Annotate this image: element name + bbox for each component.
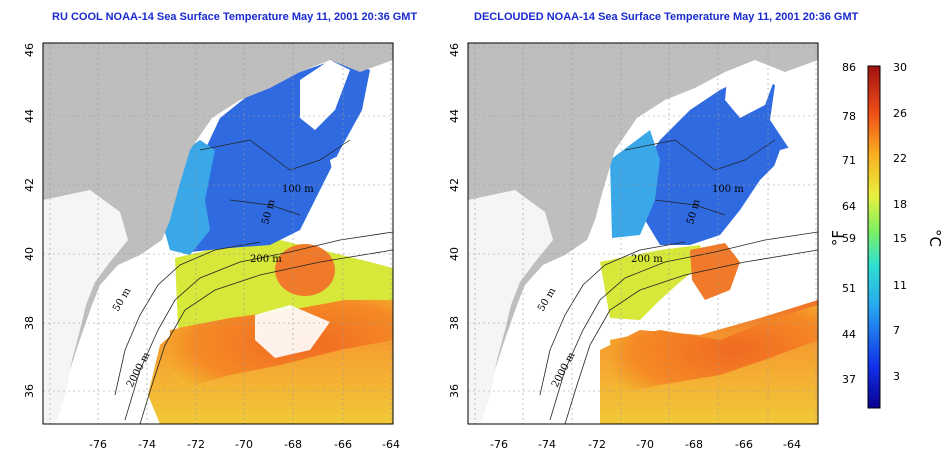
right-map: 50 m 200 m 2000 m 100 m 50 m -76 -74 -72…	[448, 42, 819, 451]
y-tick-label: 46	[448, 43, 461, 57]
right-contour-label: 200 m	[631, 254, 663, 265]
right-contour-label: 100 m	[712, 184, 744, 195]
right-cloud-patch	[725, 58, 778, 118]
colorbar: 86 78 71 64 59 51 44 37 30 26 22 18 15 1…	[829, 61, 944, 409]
y-tick-label: 38	[23, 316, 36, 330]
celsius-tick-label: 3	[893, 370, 900, 383]
right-cloud-patch	[760, 140, 818, 260]
left-map-frame	[42, 42, 394, 425]
fahrenheit-tick-label: 78	[842, 110, 856, 123]
celsius-tick-label: 11	[893, 279, 907, 292]
right-slope-water	[600, 245, 705, 320]
celsius-tick-label: 26	[893, 107, 907, 120]
right-warm-patch	[690, 243, 740, 300]
left-cloud-patch	[330, 140, 393, 250]
y-tick-label: 40	[448, 247, 461, 261]
fahrenheit-tick-label: 44	[842, 328, 856, 341]
right-contour-50m	[539, 241, 686, 396]
fahrenheit-tick-label: 71	[842, 154, 856, 167]
celsius-tick-label: 7	[893, 324, 900, 337]
left-cloud-patch	[300, 60, 350, 130]
left-contour-label: 200 m	[250, 254, 282, 265]
x-tick-label: -70	[235, 438, 253, 451]
celsius-tick-label: 22	[893, 152, 907, 165]
left-contour-200m	[124, 231, 393, 421]
y-tick-label: 42	[23, 178, 36, 192]
right-x-axis: -76 -74 -72 -70 -68 -66 -64	[490, 438, 801, 451]
colorbar-fahrenheit-ticks: 86 78 71 64 59 51 44 37	[842, 61, 856, 386]
celsius-tick-label: 30	[893, 61, 907, 74]
left-contour-2000m	[139, 249, 393, 424]
y-tick-label: 36	[448, 384, 461, 398]
left-cloud-patch	[255, 305, 330, 358]
y-tick-label: 40	[23, 247, 36, 261]
right-map-frame	[467, 42, 819, 425]
y-tick-label: 42	[448, 178, 461, 192]
x-tick-label: -64	[382, 438, 400, 451]
fahrenheit-tick-label: 37	[842, 373, 856, 386]
left-land-coast-white	[43, 190, 128, 424]
right-land-coast-white	[468, 190, 553, 424]
x-tick-label: -68	[284, 438, 302, 451]
x-tick-label: -70	[636, 438, 654, 451]
right-map-title: DECLOUDED NOAA-14 Sea Surface Temperatur…	[474, 11, 859, 23]
celsius-tick-label: 15	[893, 232, 907, 245]
fahrenheit-tick-label: 59	[842, 232, 856, 245]
celsius-unit-label: °C	[926, 229, 944, 247]
left-grid	[43, 43, 393, 424]
right-contour-gom	[624, 139, 776, 216]
colorbar-gradient	[867, 65, 881, 409]
right-land	[468, 43, 818, 424]
right-contour-200m	[549, 231, 818, 421]
celsius-tick-label: 18	[893, 198, 907, 211]
x-tick-label: -72	[187, 438, 205, 451]
y-tick-label: 44	[23, 109, 36, 123]
y-tick-label: 36	[23, 384, 36, 398]
fahrenheit-tick-label: 86	[842, 61, 856, 74]
right-gulfstream-core	[610, 305, 818, 395]
right-grid	[468, 43, 818, 424]
right-contour-2000m	[564, 249, 818, 424]
left-contour-50m	[114, 241, 261, 396]
y-tick-label: 38	[448, 316, 461, 330]
y-tick-label: 44	[448, 109, 461, 123]
x-tick-label: -74	[538, 438, 556, 451]
fahrenheit-unit-label: °F	[829, 230, 847, 246]
right-cool-water	[610, 130, 660, 238]
left-map: 50 m 200 m 2000 m 100 m 50 m -76 -74 -72…	[23, 42, 400, 451]
x-tick-label: -66	[735, 438, 753, 451]
x-tick-label: -66	[334, 438, 352, 451]
left-warm-ring	[275, 244, 335, 296]
y-tick-label: 46	[23, 43, 36, 57]
left-map-title: RU COOL NOAA-14 Sea Surface Temperature …	[52, 11, 418, 23]
x-tick-label: -74	[138, 438, 156, 451]
left-land	[43, 43, 393, 424]
colorbar-celsius-ticks: 30 26 22 18 15 11 7 3	[893, 61, 907, 383]
left-contour-label: 100 m	[282, 184, 314, 195]
left-contour-gom	[199, 139, 351, 216]
fahrenheit-tick-label: 64	[842, 200, 856, 213]
x-tick-label: -76	[89, 438, 107, 451]
left-y-axis: 36 38 40 42 44 46	[23, 43, 36, 398]
right-y-axis: 36 38 40 42 44 46	[448, 43, 461, 398]
x-tick-label: -72	[588, 438, 606, 451]
fahrenheit-tick-label: 51	[842, 282, 856, 295]
x-tick-label: -64	[783, 438, 801, 451]
x-tick-label: -68	[685, 438, 703, 451]
left-x-axis: -76 -74 -72 -70 -68 -66 -64	[89, 438, 400, 451]
x-tick-label: -76	[490, 438, 508, 451]
